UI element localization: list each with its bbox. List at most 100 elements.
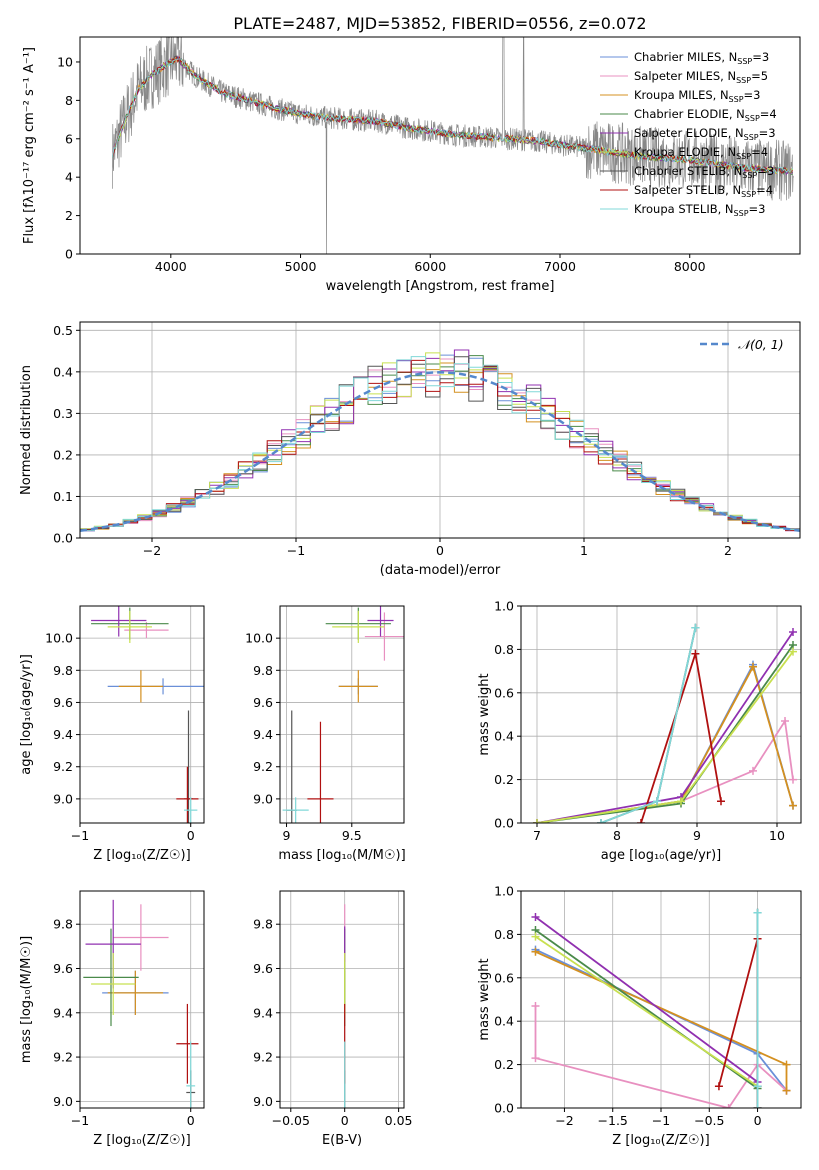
massweight-vs-age-panel: 7 8 9 10 0.0 0.2 0.4 0.6 0.8 1.0 age [log₁₀(age/yr… xyxy=(477,599,802,863)
x-axis-label: Z [log₁₀(Z/Z☉)] xyxy=(93,848,190,863)
y-axis-label: mass [log₁₀(M/M☉)] xyxy=(19,936,34,1063)
x-axis-label: (data-model)/error xyxy=(380,563,501,578)
mass-weight-marker xyxy=(691,649,700,658)
mass-weight-marker xyxy=(782,1060,791,1069)
y-tick-label: 2 xyxy=(65,208,73,223)
mass-weight-marker xyxy=(753,1082,762,1091)
mass-weight-marker xyxy=(781,717,789,726)
legend-entry-label: Chabrier ELODIE, NSSP=4 xyxy=(634,107,777,123)
residuals-panel: 𝒩(0, 1) −2 −1 0 1 2 0.0 0.1 0.2 0.3 0.4 0.5 (data-mo… xyxy=(19,321,801,578)
plot-area xyxy=(80,349,800,533)
y-axis-label: mass weight xyxy=(477,958,492,1040)
mass-weight-marker xyxy=(753,1104,762,1108)
legend-entry-rest: =4 xyxy=(760,107,777,121)
normal-curve xyxy=(80,371,800,532)
axes-frame xyxy=(279,605,405,824)
mass-weight-marker xyxy=(691,623,700,632)
x-tick-label: 0 xyxy=(754,1113,762,1128)
plot-area xyxy=(91,606,204,823)
x-tick-label: 7 xyxy=(533,828,541,843)
mass-weight-line xyxy=(534,935,759,1088)
legend-subscript: SSP xyxy=(744,133,759,142)
legend-subscript: SSP xyxy=(736,152,751,161)
x-axis-label: E(B-V) xyxy=(322,1133,362,1148)
axes-frame xyxy=(79,890,205,1109)
y-tick-label: 1.0 xyxy=(494,884,514,899)
x-tick-label: −1 xyxy=(71,828,89,843)
x-axis-label: Z [log₁₀(Z/Z☉)] xyxy=(612,1133,709,1148)
legend-subscript: SSP xyxy=(745,114,760,123)
legend-entry-rest: =4 xyxy=(751,145,768,159)
y-tick-label: 9.6 xyxy=(53,961,73,976)
plot-area xyxy=(282,606,404,823)
y-tick-label: 0.0 xyxy=(53,531,73,546)
x-tick-label: 0 xyxy=(187,1113,195,1128)
x-tick-label: −1 xyxy=(71,1113,89,1128)
x-tick-label: 9 xyxy=(283,828,291,843)
mass-weight-marker xyxy=(531,932,540,941)
legend-entry-rest: =3 xyxy=(759,126,776,140)
legend-entry-label: Chabrier MILES, NSSP=3 xyxy=(634,50,769,66)
y-tick-label: 0.6 xyxy=(494,685,514,700)
mass-weight-marker xyxy=(637,819,645,823)
x-axis-label: mass [log₁₀(M/M☉)] xyxy=(278,848,405,863)
mass-weight-marker xyxy=(714,1082,723,1091)
x-tick-label: −0.5 xyxy=(694,1113,724,1128)
plot-area xyxy=(83,899,199,1108)
y-tick-label: 9.2 xyxy=(53,1050,73,1065)
y-tick-label: 9.6 xyxy=(253,695,273,710)
x-tick-label: 10 xyxy=(769,828,785,843)
y-tick-label: 9.8 xyxy=(253,917,273,932)
y-tick-label: 0.0 xyxy=(494,816,514,831)
legend-subscript: SSP xyxy=(742,171,757,180)
mass-weight-line xyxy=(536,651,794,823)
mass-weight-marker xyxy=(749,766,757,775)
y-axis-label: mass weight xyxy=(477,673,492,755)
y-tick-label: 0.1 xyxy=(53,489,73,504)
legend-entry-label: Kroupa ELODIE, NSSP=4 xyxy=(634,145,768,161)
mass-weight-marker xyxy=(531,913,540,922)
x-tick-label: 8000 xyxy=(674,259,706,274)
x-tick-label: 0 xyxy=(187,828,195,843)
legend-entry-label: 𝒩(0, 1) xyxy=(738,337,784,352)
y-tick-label: 9.4 xyxy=(53,1005,73,1020)
x-tick-label: 1 xyxy=(580,543,588,558)
y-tick-label: 9.8 xyxy=(253,663,273,678)
legend-entry-rest: =3 xyxy=(752,50,769,64)
mass-weight-marker xyxy=(724,1104,733,1108)
y-tick-label: 9.4 xyxy=(253,1005,273,1020)
mass-weight-marker xyxy=(717,797,725,806)
axes-frame xyxy=(79,36,801,255)
y-tick-label: 0.8 xyxy=(494,927,514,942)
legend-entry-label: Kroupa STELIB, NSSP=3 xyxy=(634,202,765,218)
y-tick-label: 9.2 xyxy=(53,759,73,774)
x-tick-label: −2 xyxy=(143,543,161,558)
mass-weight-marker xyxy=(782,1086,791,1095)
y-tick-label: 9.4 xyxy=(253,727,273,742)
legend-entry-rest: =5 xyxy=(751,69,768,83)
y-tick-label: 9.8 xyxy=(53,663,73,678)
model-spectrum-line xyxy=(112,57,793,176)
y-tick-label: 9.0 xyxy=(253,791,273,806)
x-tick-label: −1.5 xyxy=(598,1113,628,1128)
x-tick-label: 6000 xyxy=(414,259,446,274)
y-tick-label: 9.8 xyxy=(53,917,73,932)
x-tick-label: 9 xyxy=(693,828,701,843)
x-tick-label: 0.05 xyxy=(385,1113,413,1128)
mass-weight-marker xyxy=(677,797,685,806)
age-vs-Z-panel: −1 0 9.0 9.2 9.4 9.6 9.8 10.0 Z [log₁₀(Z/Z☉)] age… xyxy=(19,605,205,863)
x-tick-label: −0.05 xyxy=(272,1113,310,1128)
x-axis-label: age [log₁₀(age/yr)] xyxy=(601,848,722,863)
x-tick-label: 9.5 xyxy=(342,828,362,843)
legend-entry-rest: =3 xyxy=(744,88,761,102)
y-tick-label: 0.5 xyxy=(53,323,73,338)
x-tick-label: 0 xyxy=(341,1113,349,1128)
legend-subscript: SSP xyxy=(734,209,749,218)
y-tick-label: 0.4 xyxy=(494,1014,514,1029)
x-tick-label: 7000 xyxy=(544,259,576,274)
y-tick-label: 0.4 xyxy=(494,729,514,744)
legend-entry-label: Salpeter MILES, NSSP=5 xyxy=(634,69,768,85)
x-tick-label: 4000 xyxy=(155,259,187,274)
mass-weight-marker xyxy=(789,628,797,637)
